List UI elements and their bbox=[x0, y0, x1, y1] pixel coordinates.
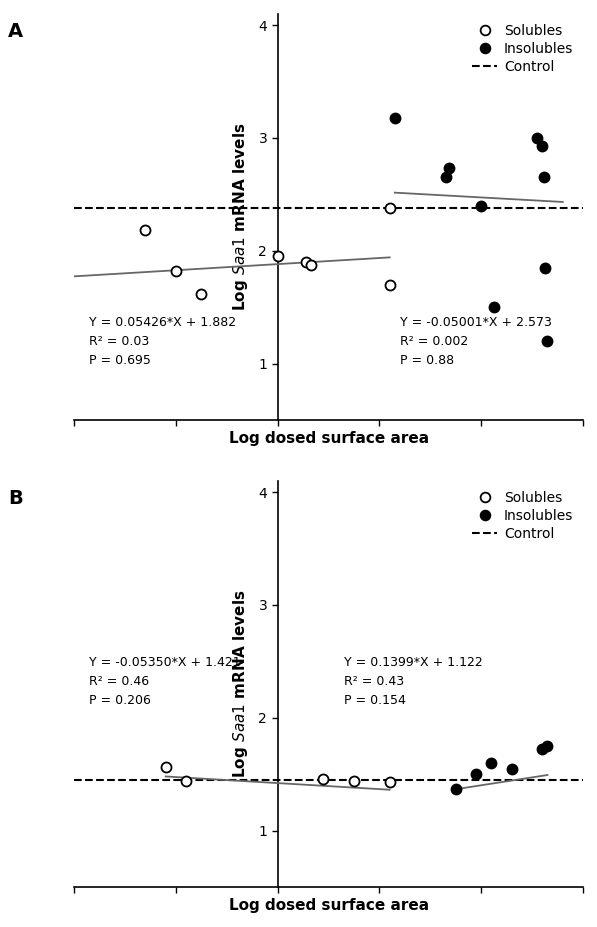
Point bbox=[543, 334, 552, 349]
Text: A: A bbox=[8, 22, 23, 41]
Point bbox=[543, 739, 552, 754]
Legend: Solubles, Insolubles, Control: Solubles, Insolubles, Control bbox=[469, 20, 576, 77]
Point bbox=[441, 170, 451, 184]
X-axis label: Log dosed surface area: Log dosed surface area bbox=[229, 431, 429, 446]
X-axis label: Log dosed surface area: Log dosed surface area bbox=[229, 898, 429, 913]
Point bbox=[476, 198, 486, 213]
Point bbox=[301, 255, 311, 270]
Point bbox=[487, 756, 496, 770]
Point bbox=[273, 249, 282, 264]
Point bbox=[319, 771, 328, 786]
Point bbox=[306, 258, 316, 273]
Point bbox=[161, 760, 171, 775]
Point bbox=[140, 223, 150, 238]
Y-axis label: Log $\it{Saa1}$ mRNA levels: Log $\it{Saa1}$ mRNA levels bbox=[231, 590, 250, 779]
Point bbox=[444, 161, 454, 176]
Point bbox=[533, 131, 542, 146]
Point bbox=[349, 773, 359, 788]
Point bbox=[540, 170, 549, 184]
Text: Y = 0.1399*X + 1.122
R² = 0.43
P = 0.154: Y = 0.1399*X + 1.122 R² = 0.43 P = 0.154 bbox=[344, 655, 482, 706]
Point bbox=[385, 200, 395, 215]
Point bbox=[171, 263, 181, 278]
Point bbox=[451, 781, 461, 796]
Text: Y = -0.05350*X + 1.421
R² = 0.46
P = 0.206: Y = -0.05350*X + 1.421 R² = 0.46 P = 0.2… bbox=[90, 655, 241, 706]
Point bbox=[196, 286, 206, 301]
Text: Y = -0.05001*X + 2.573
R² = 0.002
P = 0.88: Y = -0.05001*X + 2.573 R² = 0.002 P = 0.… bbox=[400, 316, 552, 367]
Point bbox=[385, 277, 395, 292]
Point bbox=[538, 138, 547, 153]
Point bbox=[507, 761, 516, 776]
Point bbox=[390, 110, 399, 125]
Point bbox=[489, 299, 498, 314]
Text: B: B bbox=[8, 489, 23, 508]
Point bbox=[538, 742, 547, 756]
Point bbox=[385, 775, 395, 790]
Point bbox=[541, 260, 550, 275]
Point bbox=[181, 773, 191, 788]
Y-axis label: Log $\it{Saa1}$ mRNA levels: Log $\it{Saa1}$ mRNA levels bbox=[231, 122, 250, 311]
Legend: Solubles, Insolubles, Control: Solubles, Insolubles, Control bbox=[469, 488, 576, 544]
Point bbox=[472, 767, 481, 781]
Text: Y = 0.05426*X + 1.882
R² = 0.03
P = 0.695: Y = 0.05426*X + 1.882 R² = 0.03 P = 0.69… bbox=[90, 316, 236, 367]
